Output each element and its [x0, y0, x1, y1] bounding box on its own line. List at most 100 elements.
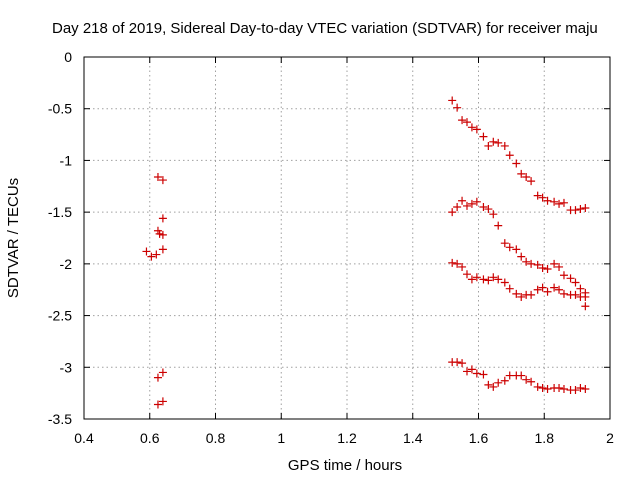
data-point [472, 369, 481, 378]
data-point [462, 367, 471, 376]
data-point [505, 243, 514, 252]
data-point [462, 118, 471, 127]
data-point [533, 285, 542, 294]
data-point [533, 382, 542, 391]
axis-ticks [83, 56, 611, 420]
data-point [571, 278, 580, 287]
data-points [142, 96, 590, 409]
y-tick-label: -3.5 [48, 411, 72, 427]
data-point [543, 385, 552, 394]
data-point [576, 284, 585, 293]
data-point [489, 137, 498, 146]
data-point [555, 262, 564, 271]
data-point [153, 373, 162, 382]
data-point [453, 202, 462, 211]
data-point [448, 208, 457, 217]
x-axis-title: GPS time / hours [288, 457, 402, 474]
data-point [453, 259, 462, 268]
data-point [527, 177, 536, 186]
data-point [505, 284, 514, 293]
data-point [559, 289, 568, 298]
data-point [538, 383, 547, 392]
x-tick-label: 0.8 [206, 430, 226, 446]
data-point [527, 290, 536, 299]
data-point [576, 292, 585, 301]
data-point [517, 252, 526, 261]
data-point [581, 302, 590, 311]
data-point [522, 375, 531, 384]
data-point [158, 176, 167, 185]
data-point [494, 221, 503, 230]
y-tick-label: -2 [60, 256, 73, 272]
grid-lines [84, 57, 610, 419]
data-point [527, 259, 536, 268]
data-point [153, 400, 162, 409]
data-point [489, 273, 498, 282]
data-point [494, 138, 503, 147]
x-tick-label: 1 [277, 430, 285, 446]
data-point [484, 380, 493, 389]
data-point [147, 252, 156, 261]
data-point [527, 377, 536, 386]
y-tick-label: -0.5 [48, 101, 72, 117]
data-point [494, 275, 503, 284]
data-point [571, 386, 580, 395]
data-point [566, 274, 575, 283]
data-point [453, 358, 462, 367]
data-point [462, 201, 471, 210]
data-point [467, 275, 476, 284]
data-point [517, 169, 526, 178]
x-tick-label: 2 [606, 430, 614, 446]
data-point [479, 132, 488, 141]
data-point [522, 172, 531, 181]
data-point [479, 275, 488, 284]
y-tick-label: -3 [60, 359, 73, 375]
data-point [158, 397, 167, 406]
data-point [158, 230, 167, 239]
data-point [538, 283, 547, 292]
y-tick-label: 0 [64, 49, 72, 65]
data-point [458, 262, 467, 271]
data-point [479, 370, 488, 379]
data-point [472, 273, 481, 282]
data-point [581, 385, 590, 394]
data-point [543, 196, 552, 205]
data-point [500, 278, 509, 287]
data-point [155, 229, 164, 238]
data-point [467, 365, 476, 374]
data-point [158, 214, 167, 223]
y-tick-label: -1 [60, 152, 73, 168]
chart-title: Day 218 of 2019, Sidereal Day-to-day VTE… [52, 20, 598, 37]
data-point [467, 199, 476, 208]
data-point [448, 258, 457, 267]
data-point [458, 359, 467, 368]
x-tick-label: 0.6 [140, 430, 160, 446]
y-tick-label: -1.5 [48, 204, 72, 220]
data-point [500, 141, 509, 150]
data-point [448, 96, 457, 105]
data-point [581, 204, 590, 213]
data-point [458, 116, 467, 125]
data-point [484, 205, 493, 214]
data-point [555, 285, 564, 294]
data-point [467, 123, 476, 132]
x-tick-label: 1.6 [469, 430, 489, 446]
data-point [512, 245, 521, 254]
data-point [158, 245, 167, 254]
data-point [559, 271, 568, 280]
data-point [472, 197, 481, 206]
data-point [533, 260, 542, 269]
y-tick-label: -2.5 [48, 308, 72, 324]
data-point [479, 202, 488, 211]
data-point [489, 210, 498, 219]
data-point [543, 265, 552, 274]
data-point [158, 368, 167, 377]
data-point [517, 292, 526, 301]
data-point [462, 270, 471, 279]
data-point [489, 382, 498, 391]
data-point [152, 250, 161, 259]
data-point [458, 196, 467, 205]
data-point [505, 151, 514, 160]
data-point [500, 239, 509, 248]
data-point [550, 197, 559, 206]
